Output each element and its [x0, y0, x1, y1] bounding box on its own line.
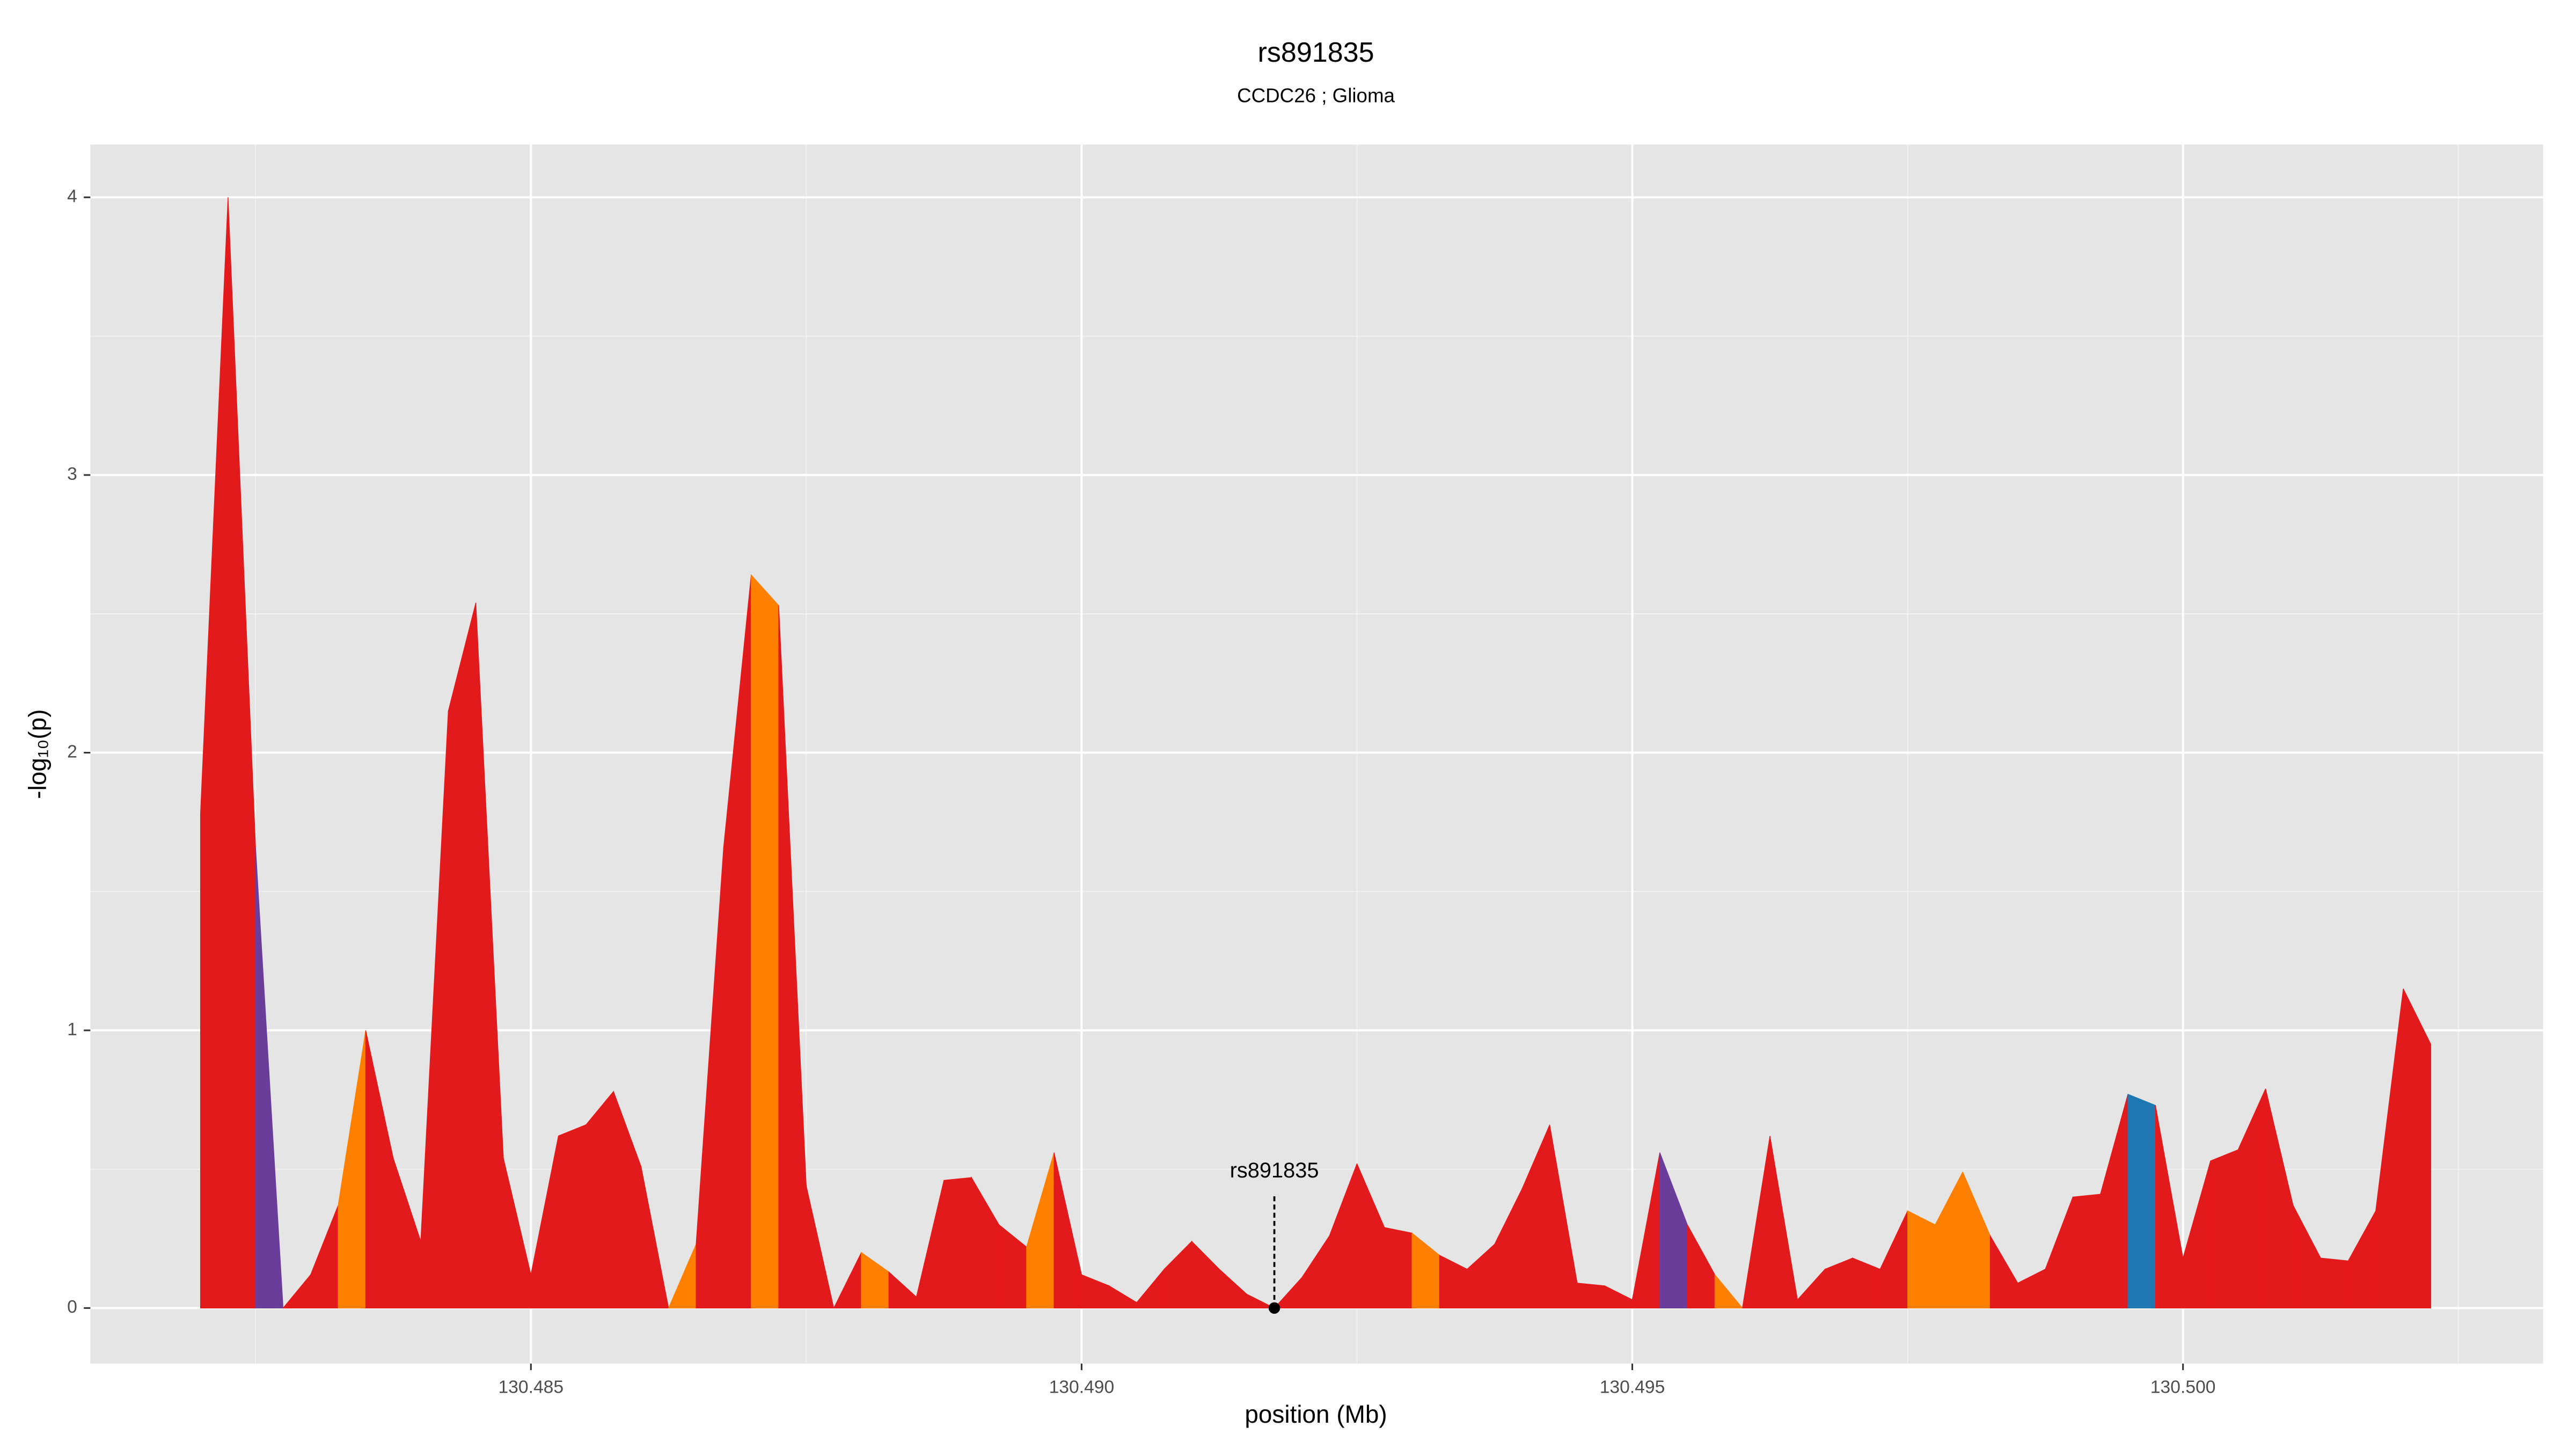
area-segment: [751, 574, 779, 1308]
x-tick-label: 130.490: [1049, 1378, 1115, 1397]
area-segment: [1384, 1227, 1413, 1308]
area-segment: [255, 847, 284, 1308]
annotation-label: rs891835: [1230, 1159, 1319, 1182]
y-tick-label: 4: [67, 187, 77, 207]
x-tick-label: 130.500: [2150, 1378, 2216, 1397]
x-axis-label: position (Mb): [1245, 1400, 1387, 1428]
y-tick-label: 2: [67, 742, 77, 762]
area-segment: [640, 1166, 669, 1308]
area-segment: [2072, 1194, 2101, 1308]
y-tick-label: 3: [67, 464, 77, 484]
area-segment: [2210, 1149, 2238, 1308]
y-tick-label: 0: [67, 1297, 77, 1317]
x-tick-label: 130.485: [498, 1378, 564, 1397]
area-segment: [1714, 1274, 1744, 1308]
y-tick-label: 1: [67, 1020, 77, 1040]
x-tick-label: 130.495: [1600, 1378, 1665, 1397]
area-segments: [200, 197, 2432, 1308]
area-segment: [586, 1091, 614, 1308]
area-segment: [806, 1185, 835, 1308]
area-segment: [558, 1124, 587, 1308]
y-axis-label: -log₁₀(p): [24, 709, 52, 799]
area-segment: [2127, 1094, 2156, 1308]
area-segment: [1246, 1293, 1275, 1308]
area-segment: [2403, 989, 2432, 1308]
area-segment: [1907, 1210, 1936, 1308]
chart-subtitle: CCDC26 ; Glioma: [1237, 84, 1395, 106]
axes: 0 1 2 3 4 130.485 130.490 130.495 130.500 rs89183…: [67, 187, 2215, 1397]
area-segment: [448, 602, 477, 1308]
annotation-point: [1268, 1302, 1280, 1314]
area-segment: [1577, 1283, 1605, 1308]
area-segment: [943, 1177, 972, 1308]
chart-title: rs891835: [1258, 37, 1374, 68]
area-segment: [2320, 1257, 2349, 1308]
